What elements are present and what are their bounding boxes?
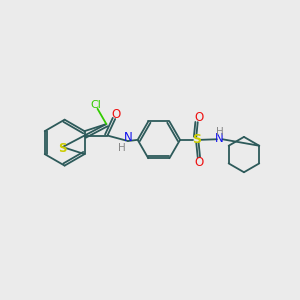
Text: O: O bbox=[194, 156, 203, 169]
Text: Cl: Cl bbox=[91, 100, 101, 110]
Text: O: O bbox=[194, 111, 203, 124]
Text: S: S bbox=[58, 142, 67, 155]
Text: H: H bbox=[118, 142, 125, 152]
Text: N: N bbox=[215, 133, 224, 146]
Text: H: H bbox=[216, 127, 224, 136]
Text: N: N bbox=[124, 131, 132, 144]
Text: O: O bbox=[111, 108, 120, 121]
Text: S: S bbox=[192, 134, 201, 146]
